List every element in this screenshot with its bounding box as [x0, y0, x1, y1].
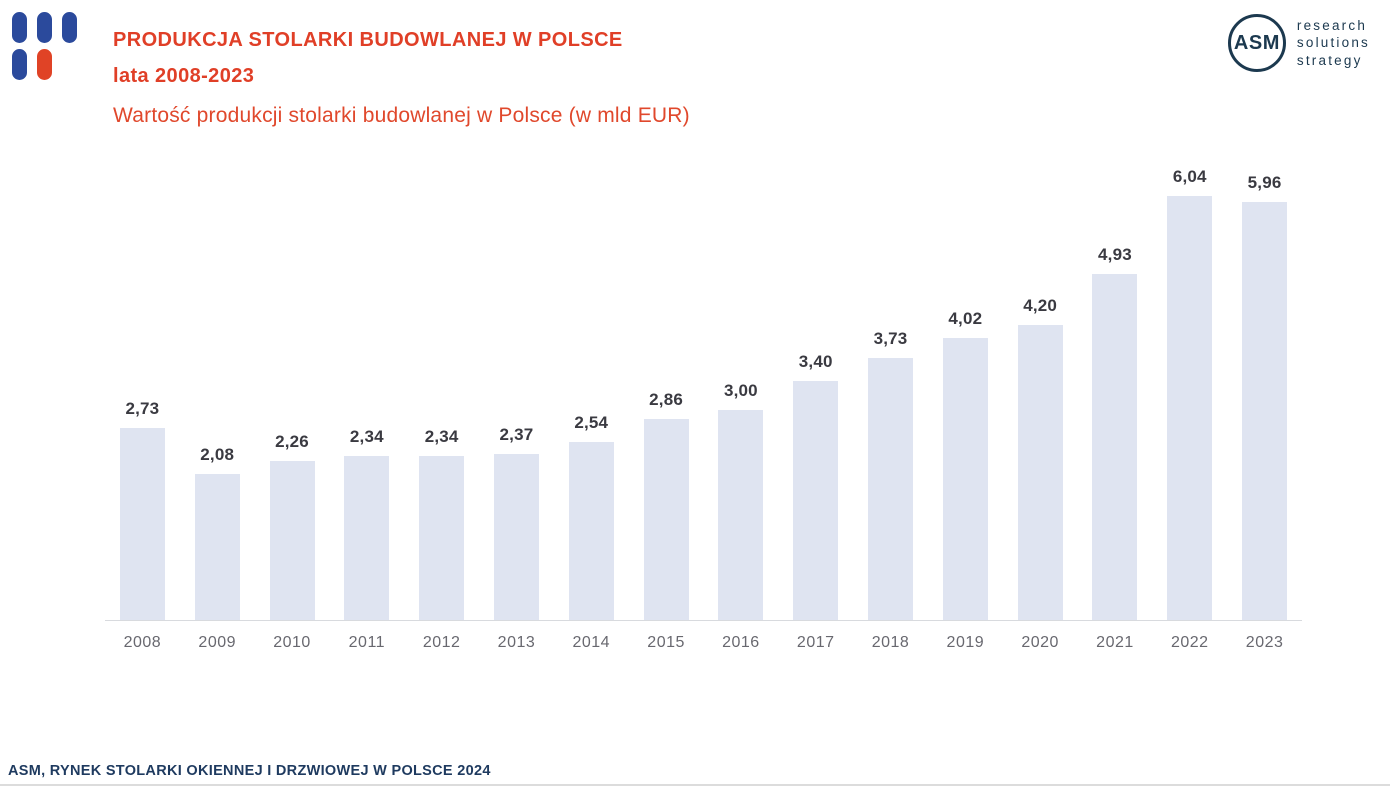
footer-divider: [0, 784, 1390, 786]
x-axis-label: 2014: [572, 634, 611, 651]
bar-value-label: 3,73: [873, 329, 908, 348]
bar: [1092, 274, 1138, 620]
bar: [643, 419, 689, 620]
bar-value-label: 2,86: [649, 390, 684, 409]
bar-column: 2,08: [180, 445, 255, 620]
dot-pill-blue: [12, 49, 27, 80]
bar-value-label: 3,00: [723, 381, 758, 400]
source-note: ASM, RYNEK STOLARKI OKIENNEJ I DRZWIOWEJ…: [8, 763, 491, 779]
bar-value-label: 2,54: [574, 413, 609, 432]
bar: [1167, 196, 1213, 620]
bar: [119, 428, 165, 620]
asm-logo-tagline: research solutions strategy: [1297, 17, 1370, 70]
x-axis-label: 2010: [273, 634, 311, 651]
x-axis-label: 2017: [796, 634, 835, 651]
bar: [194, 474, 240, 620]
page-subtitle-years: lata 2008-2023: [113, 65, 255, 87]
bar-column: 3,00: [704, 381, 779, 620]
bar-column: 6,04: [1152, 167, 1227, 620]
x-axis-label: 2016: [722, 634, 760, 651]
bar-value-label: 2,08: [200, 445, 235, 464]
dots-row-bottom: [12, 49, 92, 80]
x-axis-label: 2018: [871, 634, 910, 651]
x-axis-label: 2023: [1245, 634, 1284, 651]
asm-tagline-line-1: research: [1296, 17, 1368, 33]
bar-value-label: 2,37: [499, 425, 534, 444]
x-axis-label: 2013: [497, 634, 536, 651]
asm-logo: ASM research solutions strategy: [1227, 14, 1370, 72]
dot-pill-red: [37, 49, 52, 80]
x-axis-label: 2021: [1096, 634, 1134, 651]
bar-column: 3,40: [778, 352, 853, 620]
x-axis-label: 2019: [946, 634, 985, 651]
x-axis-label: 2008: [123, 634, 162, 651]
asm-logo-circle: ASM: [1227, 14, 1286, 72]
bar-column: 4,02: [928, 309, 1003, 620]
bar: [868, 358, 914, 620]
bar: [269, 461, 315, 620]
x-axis-label: 2009: [198, 634, 237, 651]
page-title-block: PRODUKCJA STOLARKI BUDOWLANEJ W POLSCE l…: [113, 22, 623, 94]
dot-pill-blue: [37, 12, 52, 43]
page-title: PRODUKCJA STOLARKI BUDOWLANEJ W POLSCE: [113, 29, 623, 51]
dot-pill-blue: [12, 12, 27, 43]
bar-column: 2,34: [329, 427, 404, 620]
x-axis-label: 2022: [1170, 634, 1209, 651]
x-axis: 2008 2009 2010 2011 2012 2013 2014 2015 2016 2017…: [105, 620, 1302, 652]
chart-title: Wartość produkcji stolarki budowlanej w …: [113, 104, 690, 127]
bar-value-label: 2,73: [125, 399, 160, 418]
bar: [718, 410, 764, 620]
dots-row-top: [12, 12, 92, 43]
bar: [419, 456, 465, 620]
asm-tagline-line-2: solutions: [1296, 35, 1370, 51]
bar-column: 4,20: [1003, 296, 1078, 620]
bar: [1017, 325, 1063, 620]
x-axis-label: 2011: [348, 634, 386, 651]
brand-dots-logo: [12, 12, 92, 86]
bar-value-label: 2,26: [275, 432, 309, 451]
x-axis-label: 2020: [1021, 634, 1059, 651]
bar-value-label: 5,96: [1247, 173, 1282, 192]
bar: [793, 381, 839, 620]
bar: [344, 456, 390, 620]
x-axis-label: 2015: [647, 634, 685, 651]
bar-value-label: 6,04: [1172, 167, 1207, 186]
bar-value-label: 3,40: [798, 352, 833, 371]
x-axis-label: 2012: [422, 634, 461, 651]
bar-column: 3,73: [853, 329, 928, 620]
bar-value-label: 2,34: [349, 427, 384, 446]
bar-column: 2,54: [554, 413, 629, 620]
bar-chart: 2,73 2,08 2,26 2,34 2,34 2,37 2,54 2,86 3,00 3,40…: [105, 150, 1302, 620]
bar: [942, 338, 988, 620]
bar-column: 2,73: [105, 399, 180, 620]
bar: [1242, 202, 1288, 620]
bar-value-label: 4,02: [948, 309, 983, 328]
bar-value-label: 4,93: [1098, 245, 1132, 264]
bar: [568, 442, 614, 620]
bar-column: 5,96: [1227, 173, 1302, 620]
bar-value-label: 2,34: [424, 427, 459, 446]
dot-pill-blue: [62, 12, 77, 43]
bar: [493, 454, 539, 620]
bar-column: 2,34: [404, 427, 479, 620]
bar-column: 2,26: [255, 432, 330, 620]
bar-column: 2,37: [479, 425, 554, 620]
asm-tagline-line-3: strategy: [1296, 52, 1363, 68]
bar-value-label: 4,20: [1023, 296, 1058, 315]
bar-column: 4,93: [1078, 245, 1153, 620]
bar-column: 2,86: [629, 390, 704, 620]
